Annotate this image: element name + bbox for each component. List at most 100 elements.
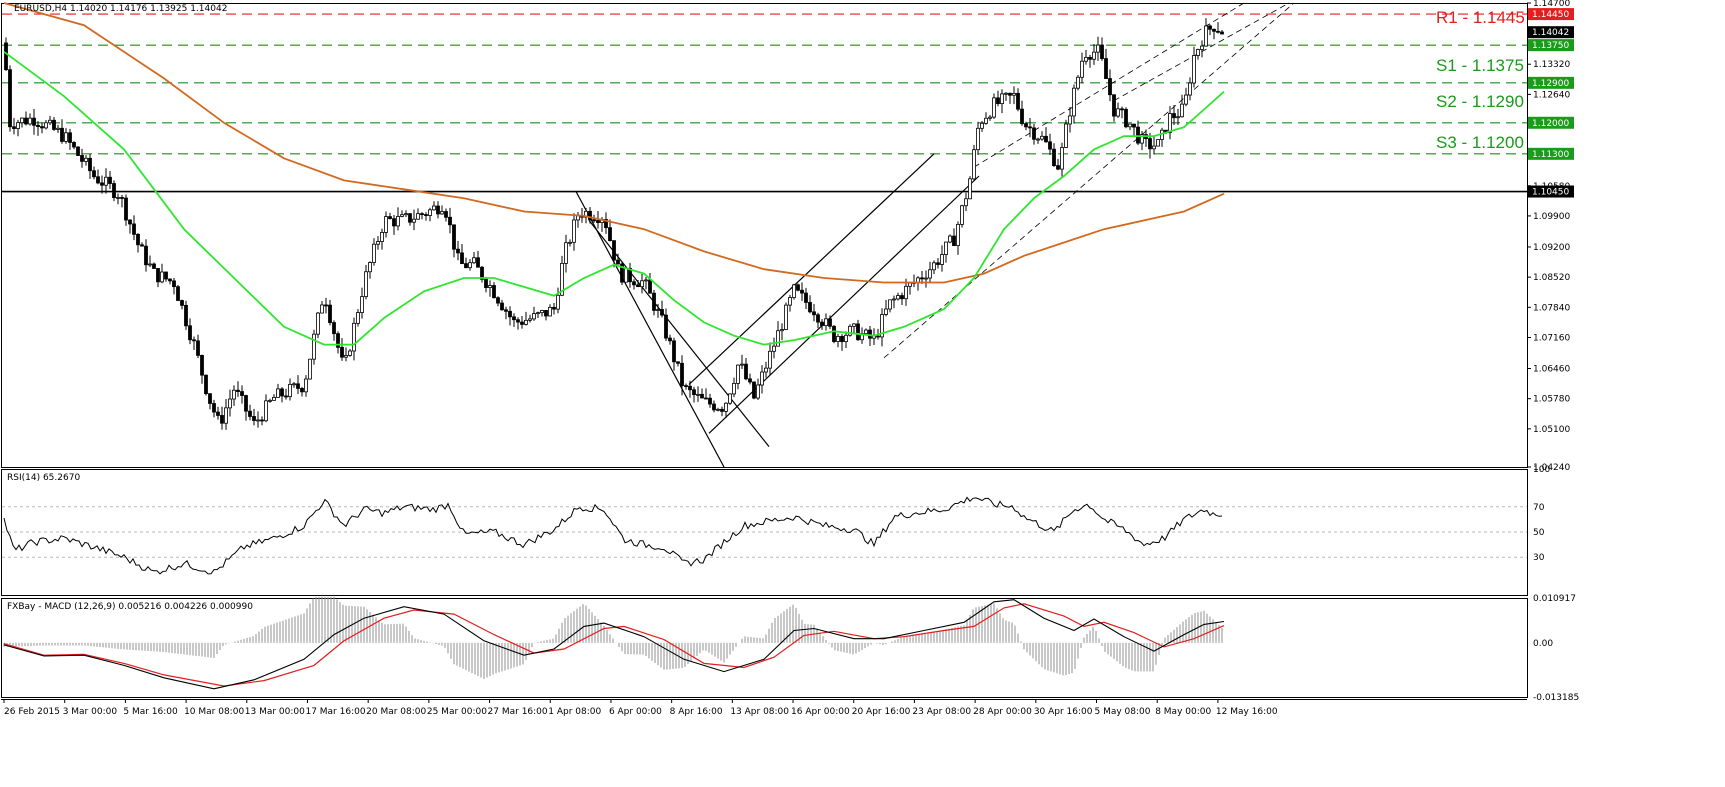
price-tag-label: 1.13750 (1532, 41, 1569, 51)
candle-down (252, 416, 256, 421)
candle-down (120, 197, 124, 199)
candle-down (676, 361, 680, 364)
candle-down (204, 374, 208, 395)
candle-down (668, 337, 672, 342)
time-tick-label: 13 Mar 00:00 (245, 707, 305, 717)
candle-up (776, 330, 780, 347)
candle-up (988, 116, 992, 119)
candle-down (296, 383, 300, 389)
candle-down (648, 279, 652, 294)
rsi-tick-label: 70 (1533, 503, 1545, 513)
price-axis: 1.04240 1.05100 1.05780 1.06460 1.07160 1.078… (1527, 0, 1570, 473)
price-tick-label: 1.07160 (1533, 333, 1570, 343)
candle-down (340, 346, 344, 358)
macd-panel-frame (1, 598, 1528, 698)
candle-up (532, 313, 536, 320)
macd-tick-label: -0.013185 (1533, 693, 1579, 703)
candle-down (388, 216, 392, 220)
candle-down (1024, 123, 1028, 128)
candle-up (104, 176, 108, 186)
candle-down (124, 197, 128, 221)
candle-up (536, 312, 540, 315)
rsi-tick-label: 30 (1533, 553, 1545, 563)
candle-down (692, 389, 696, 396)
sma-slow-line (3, 2, 1225, 284)
candle-down (96, 176, 100, 184)
panel-frames (1, 3, 1528, 700)
candle-down (1088, 56, 1092, 60)
candle-down (32, 117, 36, 126)
rsi-panel: 30 50 70 100 (2, 465, 1550, 575)
candle-down (280, 388, 284, 397)
candle-down (436, 205, 440, 215)
time-tick-label: 5 May 08:00 (1095, 707, 1151, 717)
candle-down (500, 302, 504, 311)
candle-down (664, 314, 668, 339)
price-tag-box (1528, 39, 1574, 52)
candle-up (784, 304, 788, 330)
candle-up (468, 262, 472, 269)
candle-down (1104, 58, 1108, 79)
candle-down (1172, 113, 1176, 119)
candle-up (264, 400, 268, 422)
candle-up (488, 285, 492, 288)
candle-up (1152, 145, 1156, 150)
candle-down (700, 393, 704, 399)
candle-down (612, 240, 616, 261)
price-tick-label: 1.04240 (1533, 463, 1570, 473)
candle-down (608, 227, 612, 242)
candle-down (1136, 126, 1140, 144)
candle-up (352, 322, 356, 352)
candle-down (632, 281, 636, 286)
candle-down (796, 284, 800, 291)
candle-down (300, 388, 304, 393)
candle-down (748, 378, 752, 383)
candle-down (328, 304, 332, 324)
candle-up (356, 312, 360, 324)
candle-up (976, 127, 980, 151)
candle-down (1008, 92, 1012, 96)
candle-up (48, 119, 52, 124)
candle-down (324, 304, 328, 307)
candle-up (1184, 94, 1188, 105)
candle-up (1156, 139, 1160, 147)
candle-up (1000, 93, 1004, 105)
candle-up (760, 371, 764, 386)
candle-up (844, 334, 848, 343)
candle-down (492, 285, 496, 299)
price-tick-label: 1.12640 (1533, 90, 1570, 100)
candle-up (1140, 134, 1144, 144)
candle-up (864, 329, 868, 334)
candle-down (1132, 123, 1136, 128)
price-tick-label: 1.13320 (1533, 60, 1570, 70)
candle-down (1112, 94, 1116, 117)
candle-up (1188, 82, 1192, 96)
candle-up (904, 285, 908, 300)
time-tick-label: 20 Apr 16:00 (852, 707, 911, 717)
rsi-line (3, 496, 1223, 575)
candle-down (920, 277, 924, 280)
candle-up (640, 280, 644, 288)
candle-up (528, 318, 532, 321)
price-tag-box (1528, 116, 1574, 129)
candle-up (932, 262, 936, 271)
candle-down (164, 271, 168, 280)
time-tick-label: 6 Apr 00:00 (609, 707, 662, 717)
time-tick-label: 30 Apr 16:00 (1034, 707, 1093, 717)
price-tick-label: 1.06460 (1533, 365, 1570, 375)
candle-down (1120, 108, 1124, 111)
candle-up (232, 389, 236, 400)
candle-down (660, 309, 664, 316)
price-tick-label: 1.09200 (1533, 243, 1570, 253)
candle-up (852, 323, 856, 327)
candle-down (876, 335, 880, 338)
candle-down (1208, 25, 1212, 30)
candle-up (764, 367, 768, 373)
candle-down (420, 213, 424, 216)
candle-down (1124, 108, 1128, 128)
candle-up (64, 132, 68, 142)
candle-down (1148, 138, 1152, 150)
candle-down (112, 183, 116, 198)
candle-up (940, 254, 944, 265)
time-tick-label: 3 Mar 00:00 (63, 707, 118, 717)
